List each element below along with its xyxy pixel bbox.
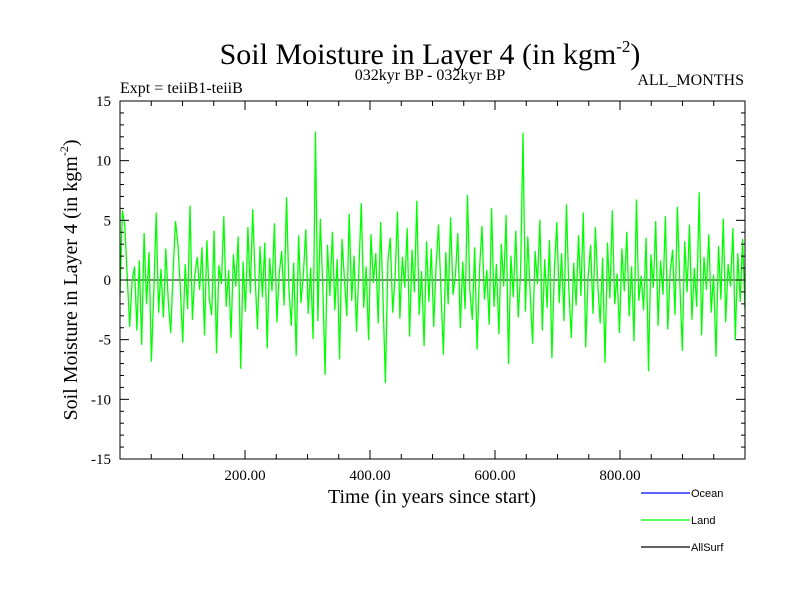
y-tick-label: 5 bbox=[104, 213, 112, 229]
y-tick-label: -10 bbox=[91, 392, 111, 408]
y-axis-label-exponent: -2 bbox=[57, 146, 71, 156]
x-tick-label: 800.00 bbox=[599, 468, 640, 484]
y-tick-label: -15 bbox=[91, 452, 111, 468]
legend-label-ocean: Ocean bbox=[691, 488, 723, 500]
legend-label-land: Land bbox=[691, 515, 715, 527]
legend: Ocean Land AllSurf bbox=[641, 488, 724, 554]
subtitle-experiment: Expt = teiiB1-teiiB bbox=[120, 80, 243, 97]
x-tick-label: 600.00 bbox=[474, 468, 515, 484]
x-tick-label: 400.00 bbox=[349, 468, 390, 484]
x-axis-ticks: 200.00 400.00 600.00 800.00 bbox=[150, 101, 715, 484]
y-axis-ticks: -15 -10 -5 0 5 10 15 bbox=[91, 94, 745, 468]
x-tick-label: 200.00 bbox=[224, 468, 265, 484]
y-tick-label: 15 bbox=[96, 94, 111, 110]
series-line-land bbox=[119, 131, 746, 384]
series-layer bbox=[119, 131, 746, 384]
subtitle-period: 032kyr BP - 032kyr BP bbox=[355, 67, 506, 84]
legend-label-allsurf: AllSurf bbox=[691, 542, 724, 554]
y-tick-label: 10 bbox=[96, 154, 111, 170]
y-tick-label: 0 bbox=[104, 273, 112, 289]
y-tick-label: -5 bbox=[99, 333, 112, 349]
subtitle-months: ALL_MONTHS bbox=[637, 72, 744, 89]
y-axis-label: Soil Moisture in Layer 4 (in kgm-2) bbox=[57, 139, 82, 420]
chart-title: Soil Moisture in Layer 4 (in kgm-2) bbox=[220, 37, 641, 71]
chart-title-exponent: -2 bbox=[616, 37, 630, 56]
x-axis-label: Time (in years since start) bbox=[328, 486, 536, 508]
